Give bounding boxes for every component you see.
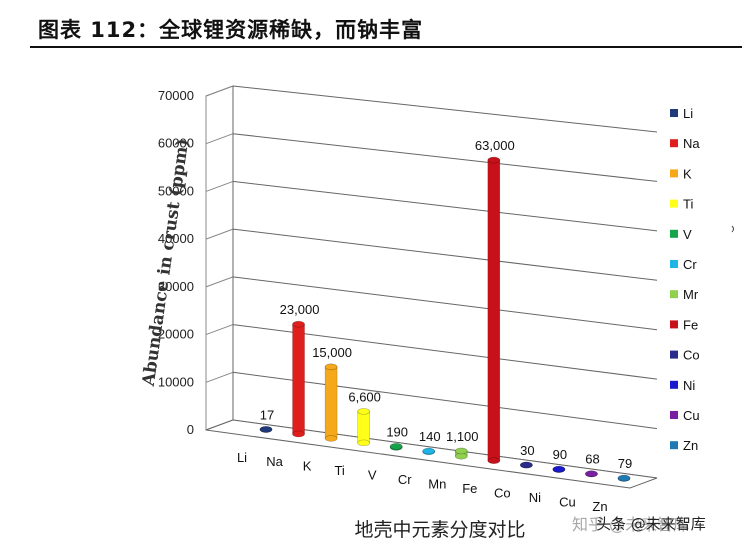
gridline-side bbox=[205, 228, 234, 240]
gridline bbox=[232, 276, 658, 331]
bar-base-ti bbox=[357, 439, 370, 447]
report-header: 图表 112：全球锂资源稀缺，而钠丰富 bbox=[0, 0, 742, 52]
bar-top-fe bbox=[487, 156, 501, 164]
data-label-k: 15,000 bbox=[312, 345, 352, 360]
x-tick-label-co: Co bbox=[494, 485, 511, 500]
bar-top-k bbox=[324, 363, 338, 371]
data-label-mn: 1,100 bbox=[446, 429, 479, 444]
gridline bbox=[232, 85, 658, 133]
legend-swatch-cr bbox=[670, 260, 678, 268]
data-label-na: 23,000 bbox=[280, 302, 320, 317]
data-label-fe: 63,000 bbox=[475, 138, 515, 153]
legend-label-cu: Cu bbox=[683, 408, 700, 423]
legend-swatch-ti bbox=[670, 199, 678, 208]
data-label-co: 30 bbox=[520, 443, 534, 458]
data-label-li: 17 bbox=[260, 407, 274, 422]
y-tick-label: 0 bbox=[187, 422, 194, 437]
bar-top-co bbox=[520, 461, 533, 469]
legend-swatch-co bbox=[670, 350, 678, 359]
legend-label-li: Li bbox=[683, 106, 693, 121]
x-tick-label-mn: Mn bbox=[428, 476, 446, 491]
bar-top-mn bbox=[454, 447, 468, 455]
watermark-toutiao: 头条 @未来智库 bbox=[596, 515, 706, 533]
y-tick-label: 70000 bbox=[158, 88, 194, 103]
legend-swatch-ni bbox=[670, 380, 678, 389]
y-tick-label: 30000 bbox=[158, 279, 194, 294]
data-label-ni: 90 bbox=[553, 447, 567, 462]
watermark-zhihu: 知乎 @未来智库 bbox=[572, 515, 690, 534]
legend-label-na: Na bbox=[683, 136, 700, 151]
gridline-side bbox=[205, 371, 234, 383]
data-label-cr: 140 bbox=[419, 429, 441, 444]
data-label-zn: 79 bbox=[618, 456, 632, 471]
bar-top-v bbox=[389, 443, 403, 450]
gridline bbox=[232, 133, 658, 182]
legend-label-ti: Ti bbox=[683, 197, 693, 212]
y-tick-label: 40000 bbox=[158, 231, 194, 246]
y-axis-title: Abundance in crust (ppm) bbox=[139, 137, 194, 388]
x-tick-label-cr: Cr bbox=[398, 472, 412, 487]
bar-top-ti bbox=[357, 408, 370, 415]
legend-swatch-mn bbox=[670, 290, 678, 299]
x-tick-label-zn: Zn bbox=[592, 499, 607, 514]
gridline-side bbox=[205, 85, 234, 97]
legend-swatch-zn bbox=[670, 441, 678, 450]
legend-swatch-k bbox=[670, 169, 678, 178]
x-tick-label-na: Na bbox=[266, 454, 283, 469]
gridline-side bbox=[205, 133, 234, 145]
data-label-v: 190 bbox=[386, 424, 408, 439]
x-tick-label-fe: Fe bbox=[462, 481, 477, 496]
bar-top-na bbox=[292, 320, 305, 328]
legend-swatch-li bbox=[670, 109, 678, 117]
x-tick-label-v: V bbox=[368, 468, 377, 483]
bar-base-na bbox=[292, 430, 305, 438]
bar-top-cu bbox=[585, 470, 598, 478]
bar-na bbox=[292, 323, 305, 435]
y-tick-label: 10000 bbox=[158, 374, 194, 389]
chart-side-wall bbox=[205, 85, 234, 431]
bar-base-fe bbox=[487, 457, 501, 464]
x-tick-label-li: Li bbox=[237, 450, 247, 465]
x-axis-title: 地壳中元素分度对比 bbox=[354, 519, 525, 541]
legend-swatch-na bbox=[670, 139, 678, 148]
legend-label-cr: Cr bbox=[683, 257, 697, 272]
bar-fe bbox=[487, 159, 501, 461]
y-tick-label: 60000 bbox=[158, 136, 194, 151]
y-tick-label: 50000 bbox=[158, 183, 194, 198]
x-tick-label-ti: Ti bbox=[334, 463, 344, 478]
x-tick-label-k: K bbox=[303, 459, 312, 474]
gridline-side bbox=[205, 180, 234, 192]
data-label-cu: 68 bbox=[585, 452, 599, 467]
edge-mark bbox=[731, 225, 734, 233]
y-tick-label: 20000 bbox=[158, 327, 194, 342]
bar-ti bbox=[357, 411, 370, 444]
bar-top-cr bbox=[422, 447, 436, 455]
legend-label-co: Co bbox=[683, 348, 700, 363]
x-tick-label-ni: Ni bbox=[529, 490, 541, 505]
data-label-ti: 6,600 bbox=[348, 389, 381, 404]
header-divider bbox=[30, 46, 742, 48]
legend-label-k: K bbox=[683, 166, 692, 181]
legend-swatch-v bbox=[670, 229, 678, 238]
x-tick-label-cu: Cu bbox=[559, 494, 576, 509]
legend-swatch-fe bbox=[670, 320, 678, 329]
gridline bbox=[232, 180, 658, 232]
gridline-side bbox=[205, 324, 234, 336]
legend-label-ni: Ni bbox=[683, 378, 695, 393]
bar-k bbox=[324, 366, 338, 439]
bar-top-li bbox=[259, 426, 273, 433]
legend-swatch-cu bbox=[670, 411, 678, 419]
legend-label-v: V bbox=[683, 227, 692, 242]
legend-label-zn: Zn bbox=[683, 438, 698, 453]
bar-base-k bbox=[324, 435, 338, 442]
gridline bbox=[232, 228, 658, 281]
gridline-side bbox=[205, 276, 234, 288]
bar-top-ni bbox=[552, 465, 566, 473]
figure-title: 图表 112：全球锂资源稀缺，而钠丰富 bbox=[38, 18, 424, 42]
abundance-bar-chart: 0 10000 20000 30000 40000 50000 60000 70000 Abun… bbox=[139, 85, 734, 541]
legend-label-mn: Mr bbox=[683, 287, 699, 302]
bar-top-zn bbox=[617, 474, 631, 482]
legend-label-fe: Fe bbox=[683, 317, 698, 332]
